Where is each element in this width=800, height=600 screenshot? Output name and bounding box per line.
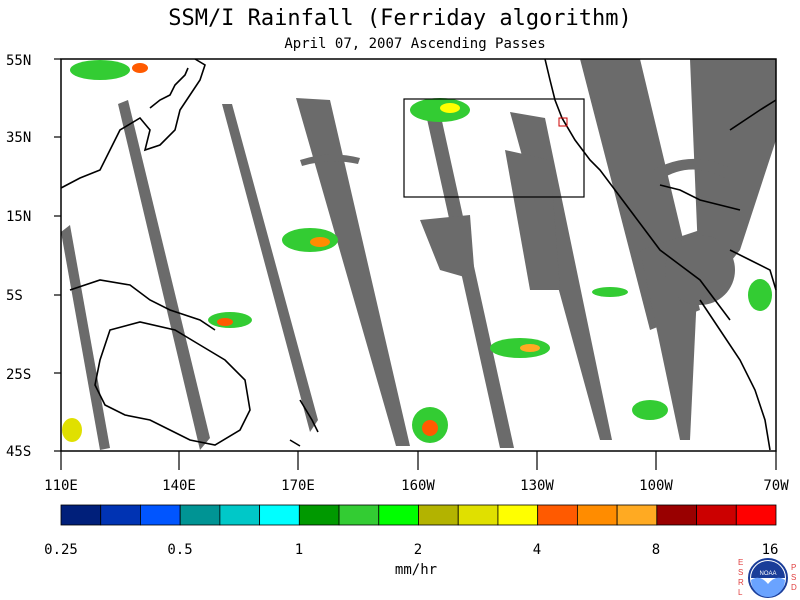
- swath-2: [118, 100, 210, 450]
- rain-spot: [310, 237, 330, 247]
- colorbar-swatch: [735, 504, 777, 526]
- colorbar-swatch: [656, 504, 697, 526]
- lat-label: 55N: [6, 53, 32, 69]
- lat-label: 25S: [6, 367, 32, 383]
- lon-label: 170E: [281, 478, 315, 494]
- coast-japan: [149, 67, 189, 109]
- colorbar-tick-label: 2: [413, 542, 423, 558]
- lon-label: 110E: [44, 478, 78, 494]
- lat-ticks: [54, 58, 61, 452]
- colorbar-swatch: [60, 504, 102, 526]
- coast-indonesia: [69, 279, 216, 331]
- rain-spot: [70, 60, 130, 80]
- colorbar-swatch: [100, 504, 141, 526]
- rain-spot: [410, 98, 470, 122]
- rain-spot: [520, 344, 540, 352]
- colorbar-tick-label: 0.25: [44, 542, 78, 558]
- colorbar-tick-label: 16: [761, 542, 779, 558]
- colorbar-swatch: [576, 504, 618, 526]
- lon-label: 140E: [162, 478, 196, 494]
- colorbar-swatch: [259, 504, 300, 526]
- map-title: SSM/I Rainfall (Ferriday algorithm): [168, 6, 632, 31]
- lat-label: 5S: [6, 288, 23, 304]
- swath-blob: [665, 235, 735, 305]
- rain-spot: [62, 418, 82, 442]
- coast-asia: [60, 58, 206, 189]
- coast-usa-east: [729, 99, 777, 131]
- colorbar-swatch: [378, 504, 419, 526]
- esrl-letters: E S R L: [738, 558, 744, 597]
- colorbar-swatch: [179, 504, 221, 526]
- region-box: [403, 98, 585, 198]
- lon-ticks: [60, 451, 777, 470]
- satellite-swaths: [61, 59, 776, 450]
- rain-spot: [632, 400, 668, 420]
- swath-arc: [650, 158, 730, 180]
- colorbar-swatch: [140, 504, 181, 526]
- lon-label: 100W: [639, 478, 673, 494]
- rain-spot: [217, 318, 233, 326]
- map-subtitle: April 07, 2007 Ascending Passes: [284, 36, 546, 52]
- colorbar-swatch: [219, 504, 261, 526]
- colorbar-tick-label: 0.5: [167, 542, 193, 558]
- colorbar-tick-label: 4: [532, 542, 542, 558]
- colorbar-swatch: [298, 504, 340, 526]
- swath-arc-2: [300, 154, 360, 166]
- coast-gulf: [659, 184, 741, 211]
- colorbar-swatch: [537, 504, 578, 526]
- coast-australia: [94, 321, 251, 446]
- lon-label: 160W: [401, 478, 435, 494]
- colorbar-swatch: [457, 504, 499, 526]
- colorbar-swatch: [338, 504, 380, 526]
- colorbar-tick-label: 8: [651, 542, 661, 558]
- psd-letters: P S D: [791, 563, 797, 592]
- rain-spot: [132, 63, 148, 73]
- rain-spot: [282, 228, 338, 252]
- colorbar-tick-label: 1: [294, 542, 304, 558]
- swath-10: [420, 215, 475, 280]
- colorbar-swatch: [696, 504, 737, 526]
- swath-5: [425, 110, 514, 448]
- coast-samerica: [699, 249, 777, 451]
- lat-label: 35N: [6, 130, 32, 146]
- lat-label: 45S: [6, 444, 32, 460]
- colorbar: [60, 504, 777, 526]
- rain-spot: [440, 103, 460, 113]
- swath-3: [222, 104, 318, 432]
- colorbar-swatch: [616, 504, 658, 526]
- lat-label: 15N: [6, 209, 32, 225]
- colorbar-swatch: [497, 504, 539, 526]
- colorbar-units: mm/hr: [394, 562, 438, 578]
- rain-spot: [748, 279, 772, 311]
- swath-11: [505, 150, 560, 290]
- rainfall-spots: [62, 60, 772, 443]
- lon-label: 130W: [520, 478, 554, 494]
- swath-4: [296, 98, 410, 446]
- coastlines: [60, 58, 777, 451]
- rain-spot: [422, 420, 438, 436]
- rain-spot: [592, 287, 628, 297]
- site-marker: [558, 117, 568, 127]
- lon-label: 70W: [763, 478, 789, 494]
- colorbar-swatch: [418, 504, 459, 526]
- swath-1: [61, 225, 110, 450]
- coast-nz: [289, 399, 319, 447]
- coast-namerica: [544, 58, 731, 321]
